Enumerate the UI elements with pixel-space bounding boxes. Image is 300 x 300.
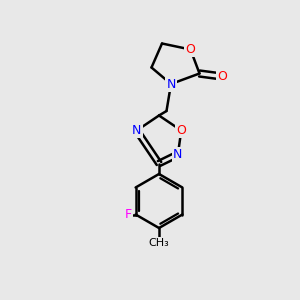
- Text: O: O: [186, 43, 195, 56]
- Text: O: O: [217, 70, 227, 83]
- Text: O: O: [176, 124, 186, 137]
- Text: N: N: [173, 148, 183, 161]
- Text: N: N: [132, 124, 141, 137]
- Text: N: N: [166, 77, 176, 91]
- Text: CH₃: CH₃: [148, 238, 170, 248]
- Text: F: F: [124, 208, 132, 221]
